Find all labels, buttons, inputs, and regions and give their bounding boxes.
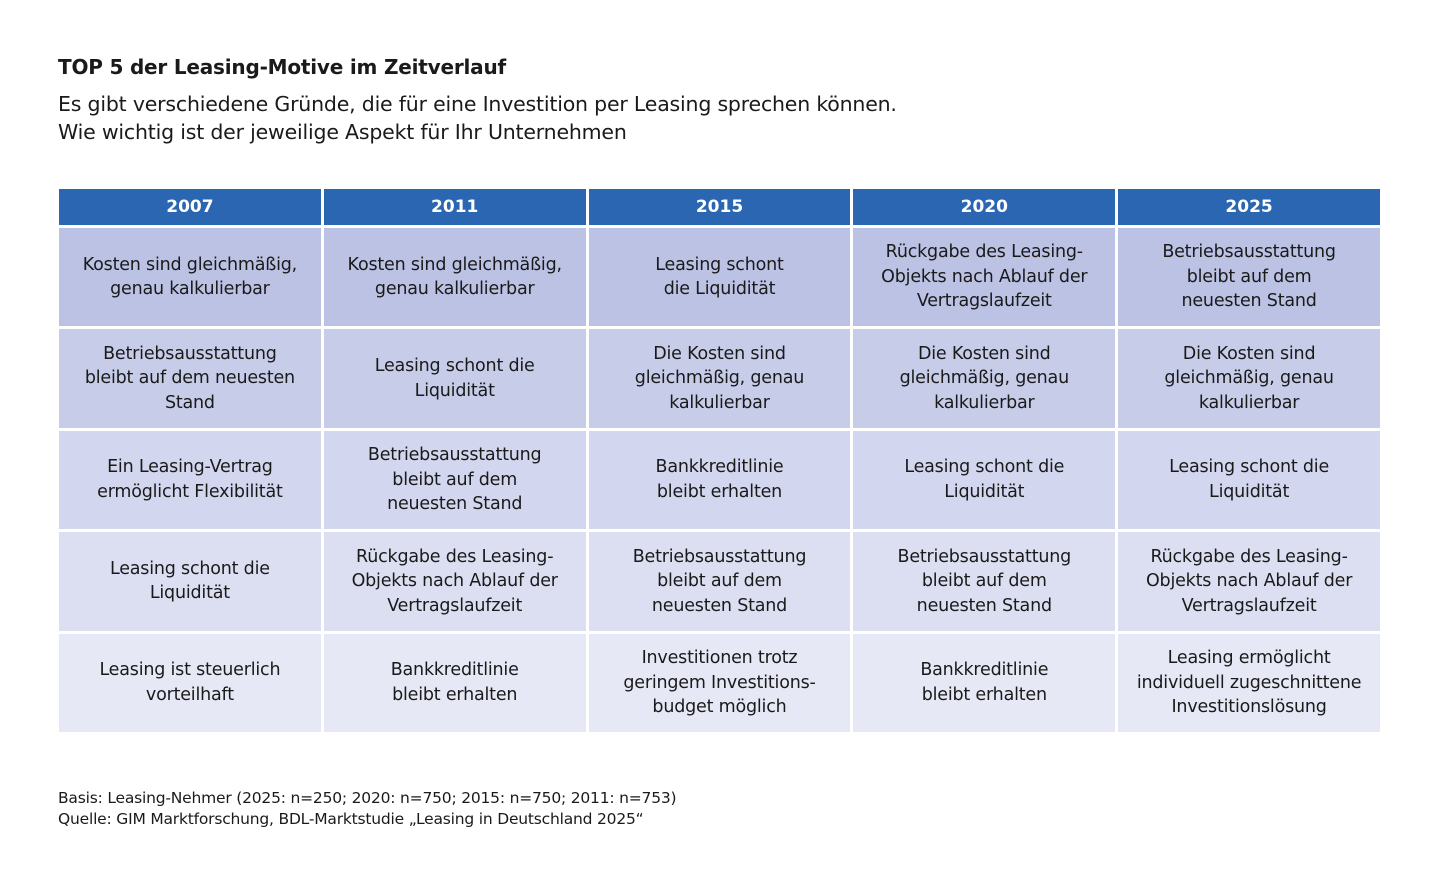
table-cell-rank5-2025: Leasing ermöglicht individuell zugeschni… — [1118, 633, 1380, 732]
table-cell-rank3-2015: Bankkreditlinie bleibt erhalten — [588, 430, 851, 530]
column-header-2011: 2011 — [323, 189, 586, 225]
page-title: TOP 5 der Leasing-Motive im Zeitverlauf — [58, 55, 506, 79]
table-cell-rank4-2025: Rückgabe des Leasing- Objekts nach Ablau… — [1118, 532, 1380, 631]
column-header-2025: 2025 — [1118, 189, 1380, 225]
table-cell-rank4-2015: Betriebsausstattung bleibt auf dem neues… — [588, 532, 851, 631]
table-cell-rank3-2025: Leasing schont die Liquidität — [1118, 430, 1380, 530]
footer-notes: Basis: Leasing-Nehmer (2025: n=250; 2020… — [58, 788, 677, 830]
subtitle: Es gibt verschiedene Gründe, die für ein… — [58, 90, 897, 146]
table-cell-rank2-2007: Betriebsausstattung bleibt auf dem neues… — [59, 329, 321, 428]
table-cell-rank1-2025: Betriebsausstattung bleibt auf dem neues… — [1118, 228, 1380, 327]
table-cell-rank3-2011: Betriebsausstattung bleibt auf dem neues… — [323, 430, 586, 530]
table-cell-rank5-2020: Bankkreditlinie bleibt erhalten — [853, 633, 1116, 732]
table-cell-rank4-2011: Rückgabe des Leasing- Objekts nach Ablau… — [323, 532, 586, 631]
column-header-2015: 2015 — [588, 189, 851, 225]
motives-table: 2007 2011 2015 2020 2025 Kosten sind gle… — [59, 189, 1380, 732]
table-cell-rank2-2025: Die Kosten sind gleichmäßig, genau kalku… — [1118, 329, 1380, 428]
table-cell-rank4-2007: Leasing schont die Liquidität — [59, 532, 321, 631]
subtitle-line-2: Wie wichtig ist der jeweilige Aspekt für… — [58, 120, 627, 144]
table-cell-rank4-2020: Betriebsausstattung bleibt auf dem neues… — [853, 532, 1116, 631]
column-header-2020: 2020 — [853, 189, 1116, 225]
table-cell-rank5-2015: Investitionen trotz geringem Investition… — [588, 633, 851, 732]
table-cell-rank5-2011: Bankkreditlinie bleibt erhalten — [323, 633, 586, 732]
table-cell-rank2-2020: Die Kosten sind gleichmäßig, genau kalku… — [853, 329, 1116, 428]
table-cell-rank3-2007: Ein Leasing-Vertrag ermöglicht Flexibili… — [59, 430, 321, 530]
table-cell-rank1-2020: Rückgabe des Leasing- Objekts nach Ablau… — [853, 228, 1116, 327]
table-cell-rank1-2015: Leasing schont die Liquidität — [588, 228, 851, 327]
column-header-2007: 2007 — [59, 189, 321, 225]
table-cell-rank1-2011: Kosten sind gleichmäßig, genau kalkulier… — [323, 228, 586, 327]
source-note: Quelle: GIM Marktforschung, BDL-Marktstu… — [58, 810, 644, 828]
basis-note: Basis: Leasing-Nehmer (2025: n=250; 2020… — [58, 789, 677, 807]
table-cell-rank3-2020: Leasing schont die Liquidität — [853, 430, 1116, 530]
table-cell-rank2-2015: Die Kosten sind gleichmäßig, genau kalku… — [588, 329, 851, 428]
table-cell-rank2-2011: Leasing schont die Liquidität — [323, 329, 586, 428]
subtitle-line-1: Es gibt verschiedene Gründe, die für ein… — [58, 92, 897, 116]
table-cell-rank5-2007: Leasing ist steuerlich vorteilhaft — [59, 633, 321, 732]
table-cell-rank1-2007: Kosten sind gleichmäßig, genau kalkulier… — [59, 228, 321, 327]
